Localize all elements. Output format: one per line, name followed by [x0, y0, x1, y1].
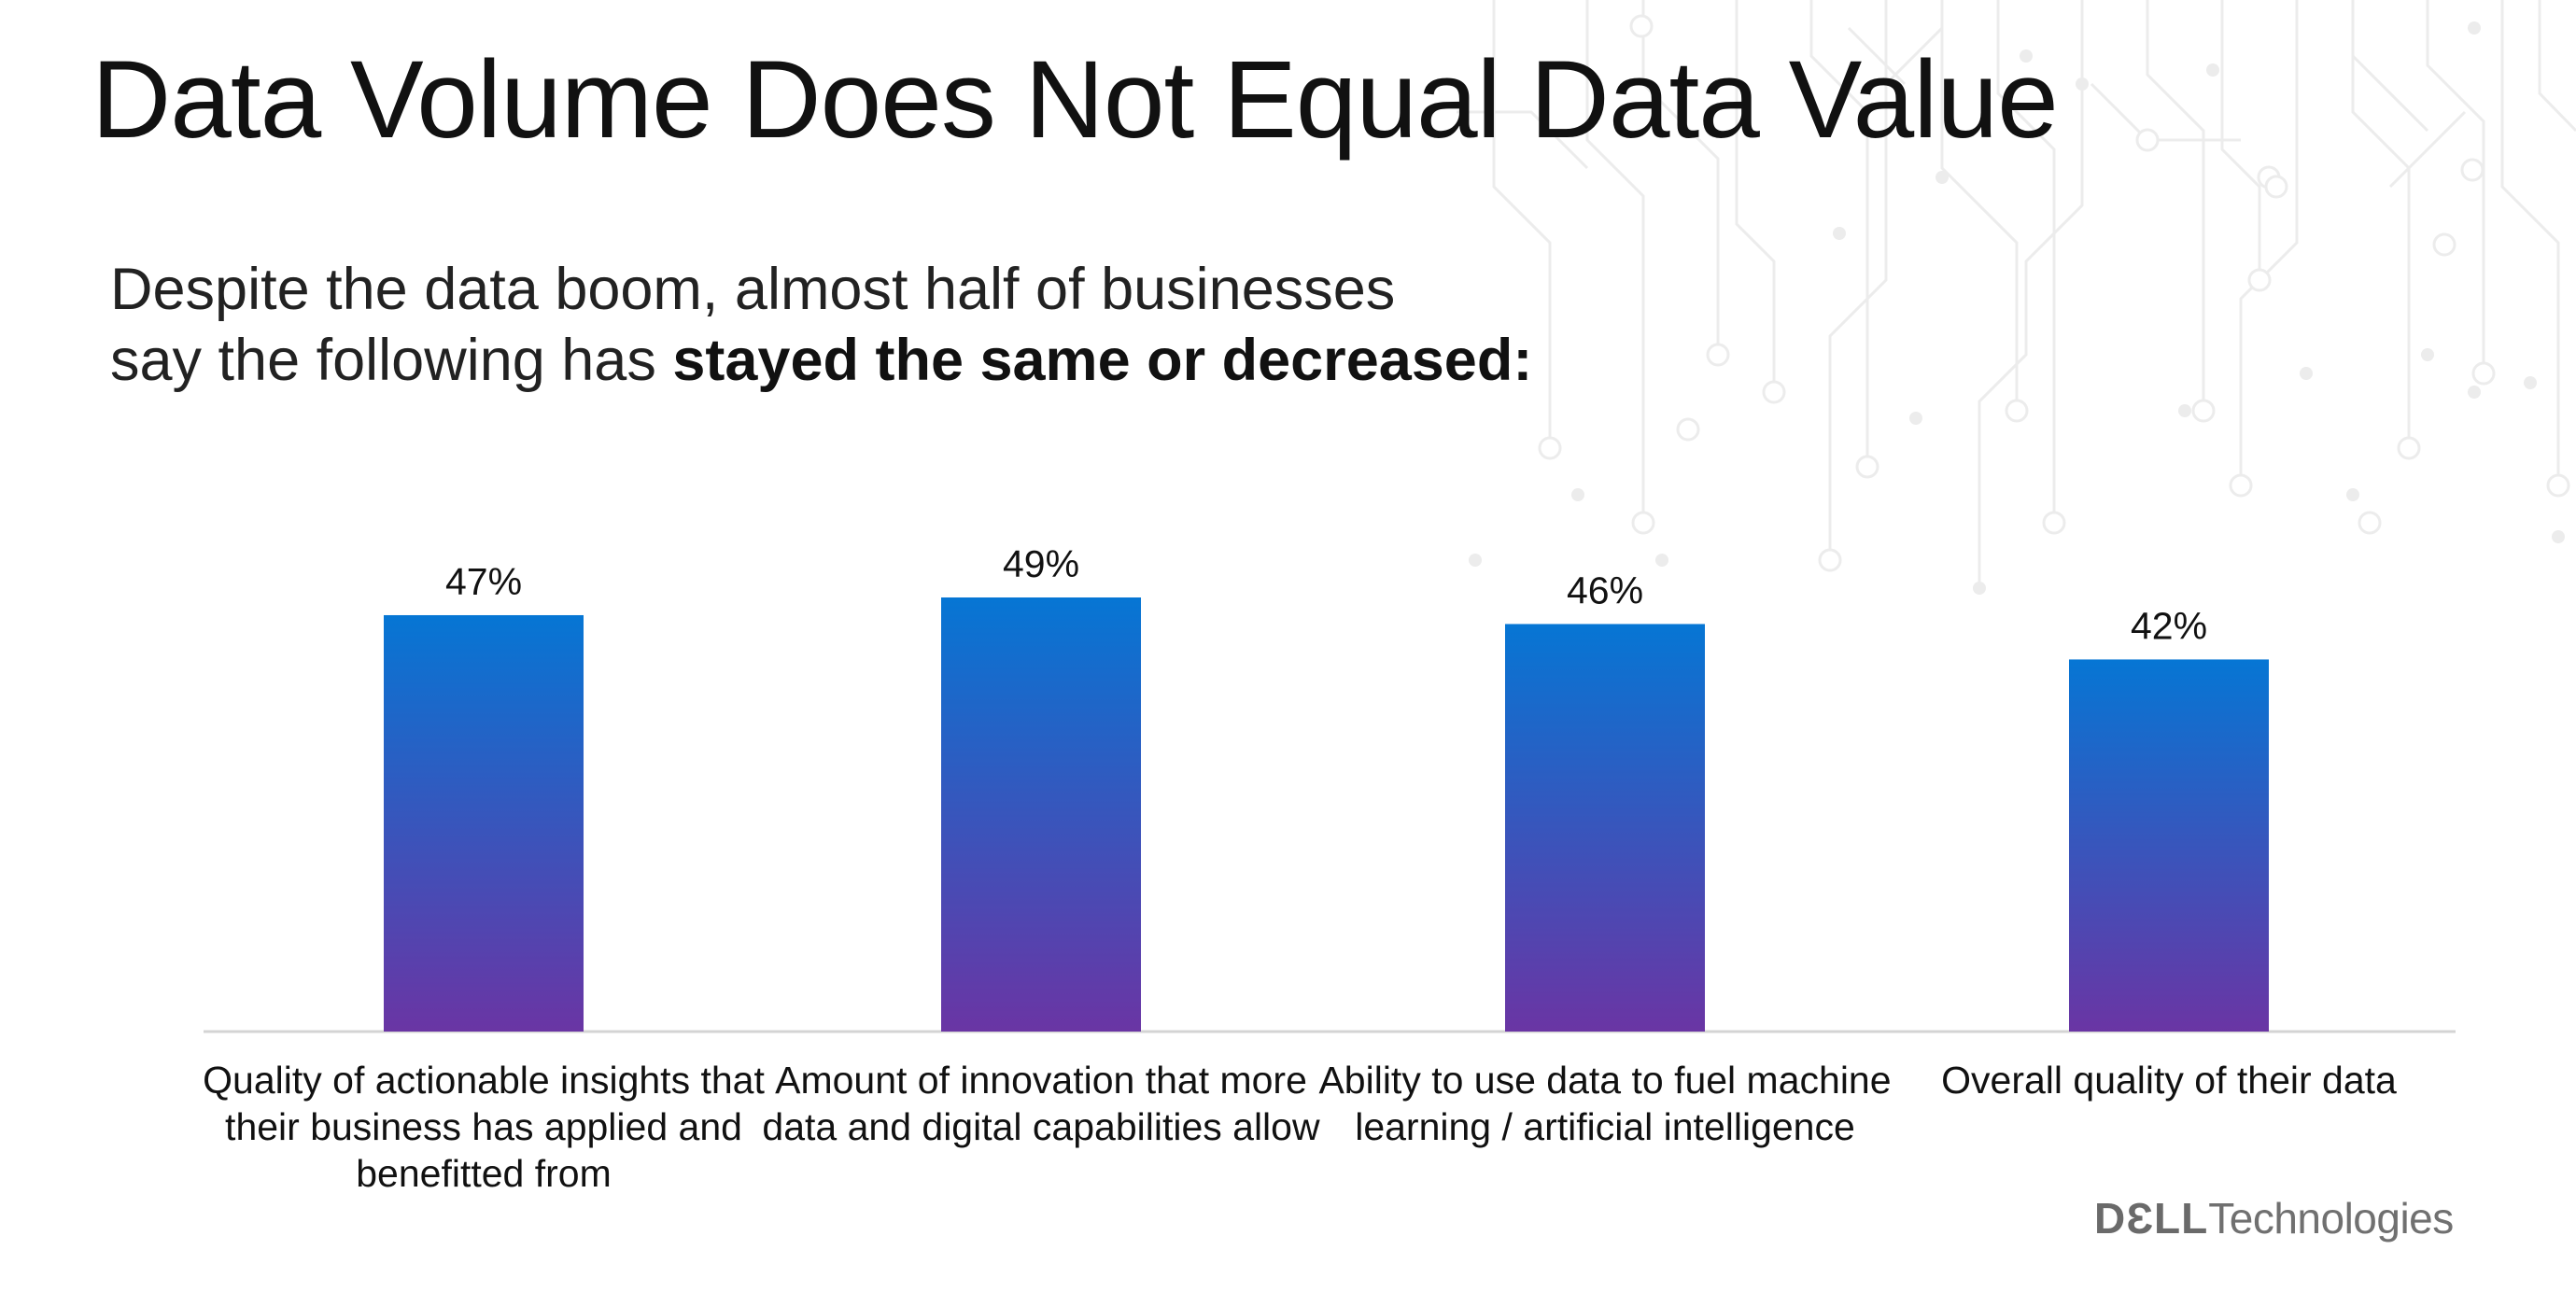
- brand-mark: DƐLL: [2094, 1194, 2209, 1243]
- bar-1: [384, 614, 584, 1032]
- data-label-4: 42%: [2131, 604, 2207, 647]
- brand-name: Technologies: [2208, 1194, 2454, 1243]
- data-label-1: 47%: [445, 560, 522, 603]
- subtitle-line-2: say the following has stayed the same or…: [110, 325, 1532, 396]
- category-label-4: Overall quality of their data: [1941, 1059, 2397, 1102]
- subtitle-line-1: Despite the data boom, almost half of bu…: [110, 257, 1396, 322]
- data-label-2: 49%: [1003, 542, 1079, 585]
- category-label-3: Ability to use data to fuel machine lear…: [1318, 1059, 1892, 1148]
- subtitle-emphasis: stayed the same or decreased:: [672, 328, 1533, 393]
- subtitle: Despite the data boom, almost half of bu…: [110, 254, 1532, 396]
- bar-4: [2069, 659, 2269, 1032]
- bar-2: [941, 597, 1141, 1032]
- dell-technologies-logo: DƐLLTechnologies: [2094, 1193, 2454, 1243]
- category-label-2: Amount of innovation that more data and …: [762, 1059, 1320, 1148]
- page-title: Data Volume Does Not Equal Data Value: [91, 38, 2059, 162]
- subtitle-line-2-prefix: say the following has: [110, 328, 673, 393]
- category-label-1: Quality of actionable insights that thei…: [203, 1059, 765, 1195]
- data-label-3: 46%: [1567, 569, 1643, 611]
- bar-3: [1505, 624, 1705, 1032]
